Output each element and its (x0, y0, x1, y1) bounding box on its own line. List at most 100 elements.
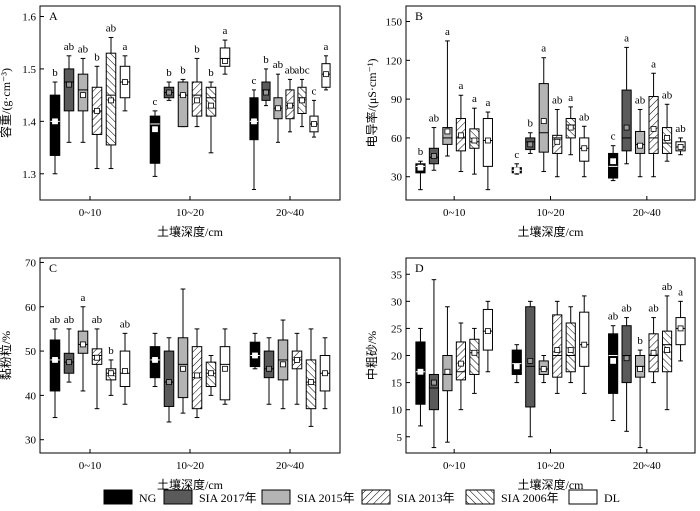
legend-item-sia-2006: SIA 2006年 (465, 489, 559, 505)
x-tick-label: 20~40 (633, 460, 661, 472)
panel-label: B (415, 9, 423, 23)
legend-label: SIA 2015年 (297, 491, 355, 505)
box-a-2-0: c (249, 75, 259, 191)
x-axis-title: 土壤深度/cm (518, 224, 585, 239)
box-d-1-1 (525, 300, 536, 438)
box-body (635, 130, 646, 154)
box-c-1-1 (163, 337, 175, 423)
mean-marker (122, 79, 128, 85)
box-a-0-3: b (91, 51, 103, 170)
y-tick-label: 30 (391, 296, 403, 308)
x-tick-label: 20~40 (276, 460, 304, 472)
significance-label: ab (429, 113, 440, 125)
significance-label: b (52, 67, 58, 79)
mean-marker (66, 81, 72, 88)
panel-label: C (49, 261, 57, 275)
box-c-1-5 (219, 328, 231, 405)
significance-label: a (472, 93, 477, 105)
x-tick-label: 10~20 (537, 460, 565, 472)
significance-label: b (108, 345, 114, 357)
significance-label: a (123, 41, 128, 53)
y-tick-label: 60 (391, 133, 403, 145)
mean-marker (166, 379, 172, 385)
mean-marker (417, 368, 424, 375)
box-b-0-4: a (469, 93, 480, 175)
significance-label: ab (662, 89, 673, 101)
mean-marker (52, 118, 58, 125)
box-c-2-1 (263, 337, 275, 405)
box-a-1-5: a (219, 25, 231, 75)
significance-label: ab (608, 311, 619, 323)
legend-label: NG (139, 491, 157, 505)
significance-label: b (418, 146, 424, 158)
box-body (163, 350, 175, 407)
box-body (469, 338, 480, 375)
significance-label: ab (675, 123, 686, 135)
box-d-2-5: a (675, 286, 686, 362)
legend-label: SIA 2013年 (397, 491, 455, 505)
mean-marker (311, 121, 317, 127)
x-tick-label: 10~20 (537, 207, 565, 219)
box-b-0-5: a (482, 97, 493, 191)
mean-marker (94, 107, 100, 114)
mean-marker (280, 361, 286, 368)
x-tick-label: 20~40 (276, 207, 304, 219)
box-c-0-3: ab (91, 314, 103, 410)
mean-marker (637, 142, 643, 149)
box-b-1-3: ab (552, 94, 563, 178)
significance-label: b (180, 64, 186, 76)
significance-label: ab (579, 111, 590, 123)
significance-label: ab (106, 22, 117, 34)
box-c-1-4 (205, 355, 217, 396)
mean-marker (458, 360, 464, 367)
mean-marker (180, 365, 186, 372)
box-d-2-0: ab (608, 311, 619, 421)
mean-marker (484, 328, 491, 335)
significance-label: c (514, 149, 519, 161)
box-body (511, 349, 522, 375)
box-body (219, 346, 231, 401)
box-a-1-2: b (177, 64, 189, 128)
y-axis-title: 容重/(g·cm⁻³) (0, 68, 13, 138)
box-d-1-4 (565, 306, 576, 384)
box-b-2-1: a (621, 32, 632, 165)
mean-marker (554, 347, 561, 353)
box-body (149, 115, 161, 164)
box-b-2-4: ab (662, 89, 673, 162)
box-c-2-3 (291, 332, 303, 405)
mean-marker (513, 363, 520, 370)
mean-marker (471, 137, 478, 144)
box-d-1-5 (579, 295, 590, 394)
box-c-1-0 (149, 332, 161, 388)
box-d-1-0 (511, 344, 522, 384)
box-c-0-1: ab (63, 314, 75, 383)
box-c-0-5: ab (119, 318, 131, 405)
mean-marker (208, 102, 214, 109)
mean-marker (637, 366, 643, 372)
box-b-2-5: ab (675, 123, 686, 156)
significance-label: a (223, 25, 228, 37)
x-axis-title: 土壤深度/cm (518, 477, 585, 492)
mean-marker (417, 164, 424, 171)
box-c-2-4 (305, 328, 317, 427)
box-body (205, 86, 217, 117)
box-a-0-4: ab (105, 22, 117, 170)
legend-item-dl: DL (568, 489, 620, 505)
box-d-0-5 (482, 300, 493, 373)
box-a-0-0: b (49, 67, 61, 175)
y-tick-label: 1.5 (22, 64, 36, 76)
significance-label: c (611, 131, 616, 143)
significance-label: a (445, 26, 450, 38)
box-b-1-0: c (511, 149, 522, 175)
legend-label: SIA 2006年 (501, 491, 559, 505)
box-b-0-1: ab (429, 113, 440, 171)
box-body (579, 311, 590, 367)
box-c-0-0: ab (49, 314, 61, 419)
mean-marker (513, 167, 520, 174)
significance-label: abc (294, 64, 309, 76)
box-d-0-0 (415, 327, 426, 427)
box-d-2-4: ab (662, 281, 673, 411)
y-tick-label: 50 (25, 346, 37, 358)
mean-marker (299, 97, 305, 104)
